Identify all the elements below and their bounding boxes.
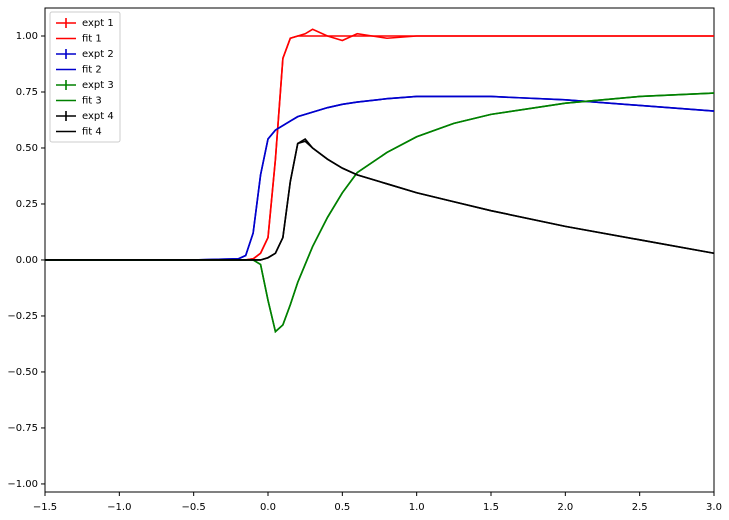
x-tick-label: −0.5 [182, 502, 206, 513]
series-line [45, 95, 715, 261]
legend-label: fit 2 [82, 65, 102, 76]
x-tick-label: −1.5 [33, 502, 57, 513]
x-tick-label: 1.5 [483, 502, 499, 513]
legend: expt 1 fit 1 expt 2 fit 2 expt 3 fit 3 expt 4 f… [49, 11, 121, 143]
legend-label: fit 1 [82, 34, 102, 45]
legend-label: expt 2 [82, 49, 114, 60]
y-tick-label: 0.50 [16, 143, 38, 154]
legend-box [49, 11, 121, 143]
plot-frame [44, 7, 715, 493]
x-tick-label: 1.0 [409, 502, 425, 513]
y-tick-label: −1.00 [7, 479, 38, 490]
x-tick-label: −1.0 [107, 502, 131, 513]
x-tick-label: 0.0 [260, 502, 276, 513]
y-tick-label: −0.50 [7, 367, 38, 378]
legend-label: expt 4 [82, 111, 114, 122]
y-tick-label: 0.00 [16, 255, 38, 266]
legend-label: fit 4 [82, 127, 102, 138]
legend-label: expt 3 [82, 80, 114, 91]
y-tick-label: 1.00 [16, 31, 38, 42]
y-tick-label: −0.25 [7, 311, 38, 322]
y-tick-label: 0.25 [16, 199, 38, 210]
y-tick-label: −0.75 [7, 423, 38, 434]
legend-label: fit 3 [82, 96, 102, 107]
x-tick-label: 3.0 [706, 502, 722, 513]
x-tick-label: 2.5 [632, 502, 648, 513]
legend-label: expt 1 [82, 18, 114, 29]
x-tick-label: 2.0 [557, 502, 573, 513]
series-line [45, 140, 715, 261]
x-tick-label: 0.5 [334, 502, 350, 513]
y-tick-label: 0.75 [16, 87, 38, 98]
